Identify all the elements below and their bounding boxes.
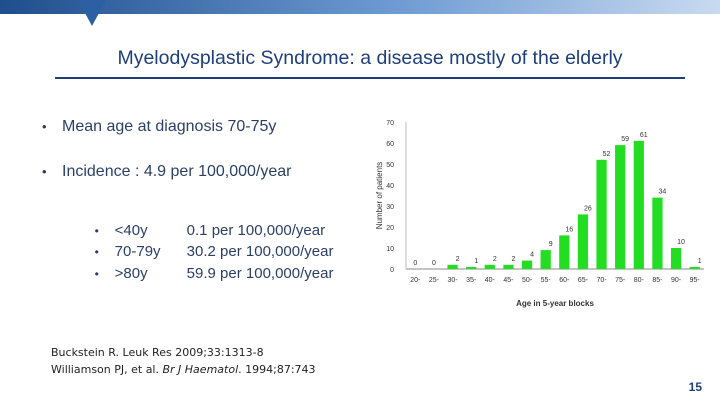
bar-40 (484, 264, 495, 269)
title-underline (55, 77, 685, 79)
data-label: 59 (621, 136, 629, 143)
data-label: 2 (456, 256, 460, 263)
x-tick-label: 40- (485, 277, 496, 284)
x-axis-title: Age in 5-year blocks (516, 299, 594, 308)
bullet-text: Mean age at diagnosis 70-75y (62, 118, 277, 135)
y-tick-label: 10 (386, 246, 394, 253)
bar-85 (652, 197, 663, 269)
age-group-label: 70-79y (114, 243, 161, 260)
x-tick-label: 80- (634, 277, 645, 284)
reference-author: Williamson PJ, et al. (51, 363, 163, 376)
data-label: 1 (698, 258, 702, 265)
banner-notch (78, 0, 106, 26)
reference-buckstein: Buckstein R. Leuk Res 2009;33:1313-8 (51, 346, 264, 359)
reference-details: . 1994;87:743 (238, 363, 316, 376)
data-label: 9 (549, 241, 553, 248)
rate-label: 0.1 per 100,000/year (186, 222, 326, 239)
y-tick-label: 40 (386, 183, 394, 190)
x-tick-label: 75- (615, 277, 626, 284)
data-label: 61 (640, 132, 648, 139)
x-tick-label: 50- (522, 277, 533, 284)
page-number: 15 (688, 380, 702, 394)
references: Buckstein R. Leuk Res 2009;33:1313-8 Wil… (51, 344, 316, 378)
reference-journal: Br J Haematol (162, 363, 239, 376)
sub-bullet-over-80: • >80y 59.9 per 100,000/year (78, 248, 334, 299)
x-tick-label: 20- (410, 277, 421, 284)
data-label: 34 (659, 189, 667, 196)
bar-80 (633, 140, 644, 269)
bullet-glyph: • (94, 245, 99, 259)
bar-30 (447, 264, 458, 269)
data-label: 0 (413, 260, 417, 267)
reference-williamson: Williamson PJ, et al. Br J Haematol. 199… (51, 361, 316, 378)
sub-bullet-under-40: • <40y 0.1 per 100,000/year (78, 205, 325, 256)
bar-95 (689, 266, 700, 269)
age-group-label: <40y (114, 222, 148, 239)
x-tick-label: 70- (597, 277, 608, 284)
data-label: 1 (474, 258, 478, 265)
data-label: 4 (530, 252, 534, 259)
bar-65 (577, 214, 589, 269)
bar-75 (615, 145, 626, 269)
y-tick-label: 20 (386, 225, 394, 232)
x-tick-label: 65- (578, 277, 589, 284)
bar-50 (521, 260, 533, 269)
y-tick-label: 70 (386, 120, 394, 127)
bullet-glyph: • (42, 164, 47, 179)
bullet-glyph: • (42, 119, 47, 134)
data-label: 10 (677, 239, 685, 246)
x-tick-label: 30- (448, 277, 459, 284)
data-label: 2 (493, 256, 497, 263)
bar-60 (559, 235, 570, 269)
x-tick-label: 25- (429, 277, 440, 284)
slide-title: Myelodysplastic Syndrome: a disease most… (117, 47, 623, 69)
x-tick-label: 90- (671, 277, 682, 284)
bar-45 (503, 264, 514, 269)
y-tick-label: 30 (386, 204, 394, 211)
x-tick-label: 45- (503, 277, 514, 284)
x-tick-label: 55- (541, 277, 552, 284)
bullet-glyph: • (94, 224, 99, 238)
data-label: 16 (565, 226, 573, 233)
bar-90 (670, 248, 682, 269)
rate-label: 59.9 per 100,000/year (186, 265, 334, 282)
rate-label: 30.2 per 100,000/year (186, 243, 334, 260)
x-tick-label: 95- (690, 277, 701, 284)
data-label: 26 (584, 205, 592, 212)
data-label: 52 (603, 151, 611, 158)
bullet-incidence: • Incidence : 4.9 per 100,000/year (42, 163, 292, 181)
x-tick-label: 60- (559, 277, 570, 284)
bullet-glyph: • (94, 267, 99, 281)
y-axis-title: Number of patients (375, 162, 384, 230)
age-group-label: >80y (114, 265, 148, 282)
x-tick-label: 85- (652, 277, 663, 284)
y-tick-label: 50 (386, 162, 394, 169)
top-banner (0, 0, 720, 14)
age-distribution-bar-chart: 0 10 20 30 40 50 60 70 0 20- 0 25- 2 30- 1 35- 2 40- 2 45- 4… (375, 120, 704, 308)
x-tick-label: 35- (466, 277, 477, 284)
bullet-mean-age: • Mean age at diagnosis 70-75y (42, 118, 276, 136)
y-tick-label: 60 (386, 141, 394, 148)
bar-35 (466, 266, 477, 269)
data-label: 0 (432, 260, 436, 267)
bar-55 (540, 250, 551, 269)
y-tick-label: 0 (390, 267, 394, 274)
bullet-text: Incidence : 4.9 per 100,000/year (62, 163, 292, 180)
data-label: 2 (511, 256, 515, 263)
bar-70 (596, 159, 607, 269)
sub-bullet-70-79: • 70-79y 30.2 per 100,000/year (78, 226, 334, 277)
